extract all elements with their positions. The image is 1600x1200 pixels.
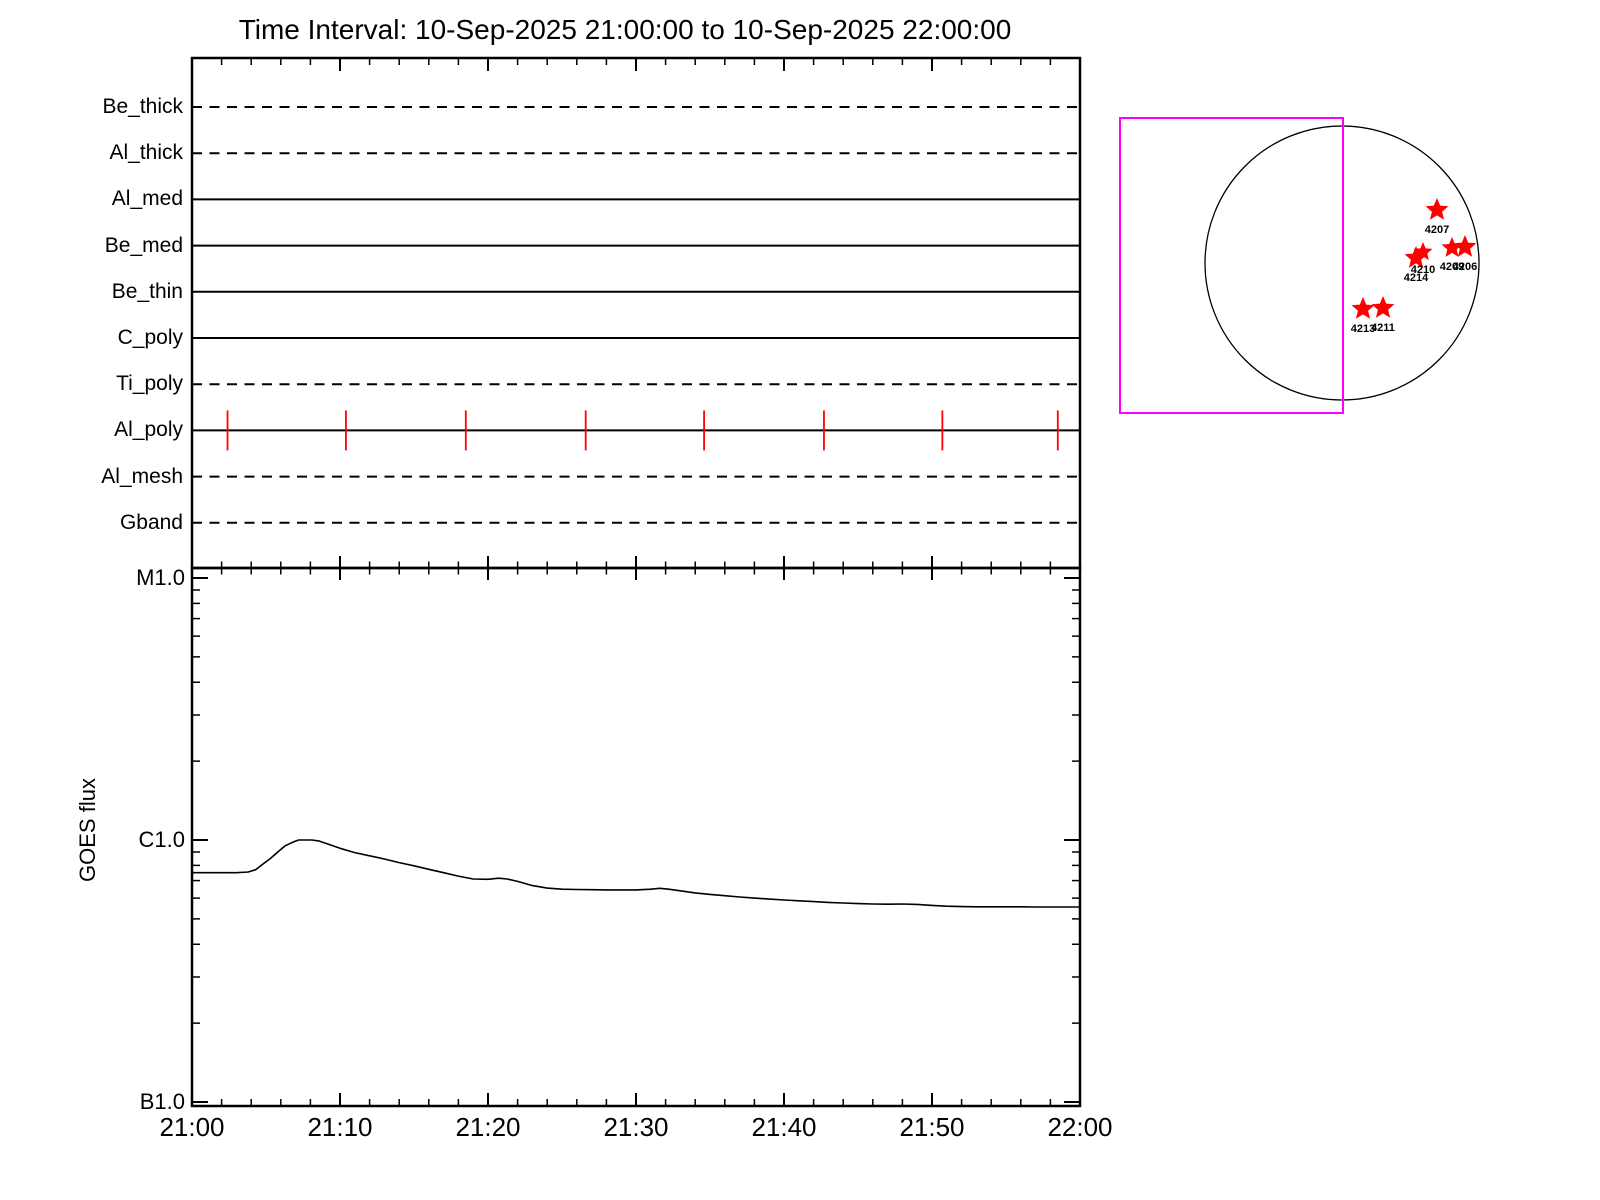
active-region-label-4207: 4207 xyxy=(1425,224,1449,236)
active-region-label-4209: 4209 xyxy=(1440,261,1464,273)
active-region-label-4206: 4206 xyxy=(1453,261,1477,273)
active-region-label-4213: 4213 xyxy=(1351,323,1375,335)
filter-label-c-poly: C_poly xyxy=(117,326,183,349)
filter-label-gband: Gband xyxy=(119,511,183,534)
xtick-2110: 21:10 xyxy=(307,1112,373,1142)
xrt-fov-box xyxy=(1119,117,1344,414)
xtick-2120: 21:20 xyxy=(455,1112,521,1142)
filter-label-be-thin: Be_thin xyxy=(111,280,183,303)
filter-timeline-panel xyxy=(190,56,1082,570)
active-region-star-4211 xyxy=(1371,296,1395,318)
goes-ylabel: GOES flux xyxy=(75,778,100,882)
goes-flux-curve xyxy=(192,839,1080,908)
filter-label-al-thick: Al_thick xyxy=(109,141,183,164)
active-region-star-4209 xyxy=(1441,237,1463,257)
filter-label-al-med: Al_med xyxy=(111,187,183,210)
xtick-2130: 21:30 xyxy=(603,1112,669,1142)
active-region-star-4206 xyxy=(1453,235,1477,257)
goes-ytick-m1: M1.0 xyxy=(136,565,185,590)
active-region-star-4207 xyxy=(1425,198,1449,220)
goes-ytick-b1: B1.0 xyxy=(139,1089,185,1114)
active-region-label-4210: 4210 xyxy=(1411,264,1435,276)
active-region-label-4214: 4214 xyxy=(1404,272,1429,284)
active-region-star-4213 xyxy=(1351,297,1375,319)
xtick-2100: 21:00 xyxy=(159,1112,225,1142)
filter-label-be-thick: Be_thick xyxy=(102,95,183,118)
active-region-label-4211: 4211 xyxy=(1371,322,1395,334)
active-region-star-4210 xyxy=(1413,242,1433,261)
active-region-star-4214 xyxy=(1404,246,1428,268)
filter-label-al-poly: Al_poly xyxy=(114,418,183,441)
filter-label-be-med: Be_med xyxy=(104,234,183,257)
xtick-2200: 22:00 xyxy=(1047,1112,1113,1142)
goes-flux-panel xyxy=(190,566,1082,1108)
filter-label-ti-poly: Ti_poly xyxy=(116,372,183,395)
figure-title: Time Interval: 10-Sep-2025 21:00:00 to 1… xyxy=(238,14,1012,45)
filter-label-al-mesh: Al_mesh xyxy=(101,465,183,488)
xtick-2140: 21:40 xyxy=(751,1112,817,1142)
xtick-2150: 21:50 xyxy=(899,1112,965,1142)
goes-ytick-c1: C1.0 xyxy=(138,827,185,852)
